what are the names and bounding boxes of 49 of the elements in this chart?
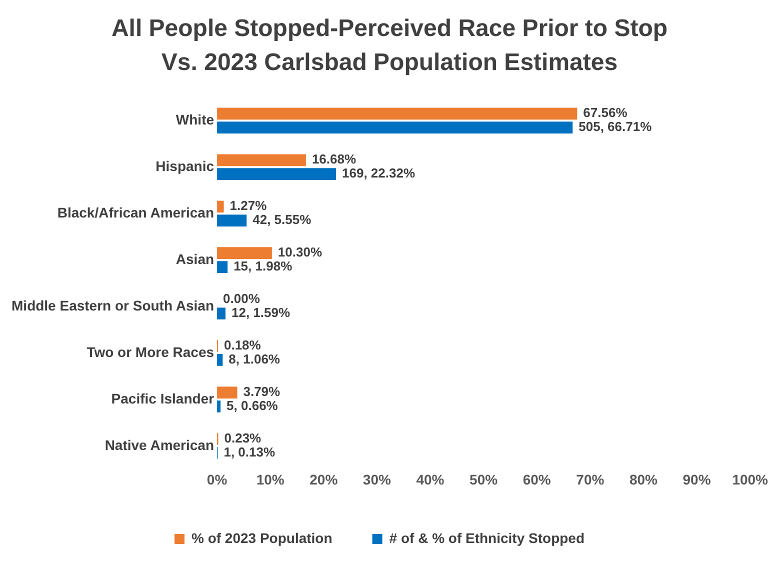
- data-label: 0.18%: [224, 338, 262, 353]
- x-tick-label: 40%: [416, 471, 445, 488]
- data-label: 42, 5.55%: [252, 212, 312, 228]
- y-tick-label: Hispanic: [156, 158, 214, 174]
- bar: [217, 122, 573, 134]
- x-tick-label: 0%: [206, 471, 228, 488]
- data-label: 0.23%: [224, 430, 262, 446]
- x-tick-label: 80%: [629, 471, 658, 488]
- bar: [217, 214, 247, 226]
- x-tick-label: 60%: [522, 471, 552, 488]
- data-label: 0.00%: [223, 291, 260, 306]
- data-label: 15, 1.98%: [234, 258, 293, 274]
- y-tick-label: Black/African American: [57, 204, 214, 220]
- x-tick-label: 100%: [732, 471, 769, 488]
- bar: [217, 386, 238, 398]
- data-label: 1, 0.13%: [224, 444, 276, 460]
- bar: [217, 154, 306, 166]
- x-tick-label: 10%: [256, 471, 285, 488]
- x-tick-label: 50%: [470, 471, 498, 488]
- x-tick-label: 90%: [682, 471, 712, 488]
- bar: [217, 354, 223, 366]
- x-tick-label: 30%: [362, 471, 392, 488]
- x-tick-label: 20%: [310, 471, 338, 488]
- y-tick-label: Pacific Islander: [111, 390, 215, 406]
- bar: [217, 108, 578, 120]
- y-tick-label: Asian: [176, 250, 214, 267]
- data-label: 1.27%: [230, 198, 268, 214]
- data-label: 505, 66.71%: [578, 119, 652, 134]
- data-label: 169, 22.32%: [342, 166, 416, 181]
- data-label: 8, 1.06%: [228, 352, 280, 367]
- data-label: 16.68%: [312, 152, 356, 167]
- chart-title: All People Stopped-Perceived Race Prior to Stop Vs. 2023 Carlsbad Population Estimates: [110, 14, 669, 78]
- x-tick-label: 70%: [576, 471, 605, 488]
- bar: [217, 261, 228, 273]
- data-label: 3.79%: [243, 384, 281, 400]
- bar: [217, 308, 226, 320]
- y-tick-label: Two or More Races: [86, 344, 214, 360]
- y-tick-label: Native American: [104, 436, 214, 453]
- data-label: 12, 1.59%: [232, 305, 290, 320]
- data-label: 5, 0.66%: [226, 398, 278, 414]
- bar: [217, 247, 272, 260]
- legend-label: % of 2023 Population: [191, 530, 332, 546]
- y-tick-label: White: [176, 111, 214, 128]
- data-label: 67.56%: [583, 105, 628, 120]
- bar: [217, 168, 336, 180]
- bar: [217, 200, 224, 213]
- y-tick-label: Middle Eastern or South Asian: [12, 297, 214, 314]
- legend-label: # of & % of Ethnicity Stopped: [389, 530, 585, 546]
- data-label: 10.30%: [278, 244, 322, 260]
